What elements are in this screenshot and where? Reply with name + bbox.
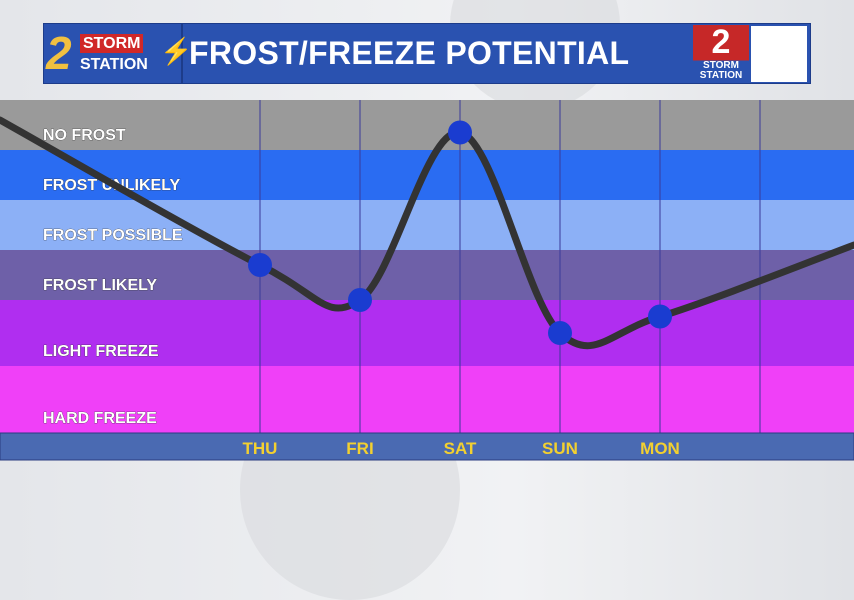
logo-storm: STORM [80,34,144,53]
day-label: SAT [444,439,477,458]
data-point-thu [248,253,272,277]
channel-logo: 2 STORM STATION [693,25,749,82]
day-label: MON [640,439,680,458]
band-frost-likely [0,250,854,300]
header-banner: 2 STORM STATION ⚡ FROST/FREEZE POTENTIAL… [43,23,811,84]
data-point-fri [348,288,372,312]
lightning-bolt-icon: ⚡ [160,36,193,66]
frost-chart: HARD FREEZE LIGHT FREEZE FROST LIKELY FROST… [0,100,854,461]
band-label: HARD FREEZE [43,410,157,427]
band-light-freeze [0,300,854,366]
logo-number: 2 [46,27,72,79]
data-point-sat [448,120,472,145]
band-hard-freeze [0,366,854,433]
data-point-sun [548,321,572,345]
storm-station-logo: 2 STORM STATION ⚡ [44,24,192,83]
band-label: LIGHT FREEZE [43,343,159,360]
day-axis-bar [0,432,854,461]
logo-station: STATION [80,56,148,73]
qr-code[interactable] [751,25,807,82]
band-label: NO FROST [43,127,126,144]
band-frost-possible [0,200,854,250]
band-label: FROST LIKELY [43,277,157,294]
day-label: FRI [346,439,373,458]
channel-name: STORM STATION [699,60,743,81]
day-label: THU [243,439,278,458]
page-title: FROST/FREEZE POTENTIAL [189,35,630,71]
day-label: SUN [542,439,578,458]
band-no-frost [0,100,854,150]
channel-number: 2 [711,23,731,61]
band-label: FROST POSSIBLE [43,227,183,244]
data-point-mon [648,304,672,329]
